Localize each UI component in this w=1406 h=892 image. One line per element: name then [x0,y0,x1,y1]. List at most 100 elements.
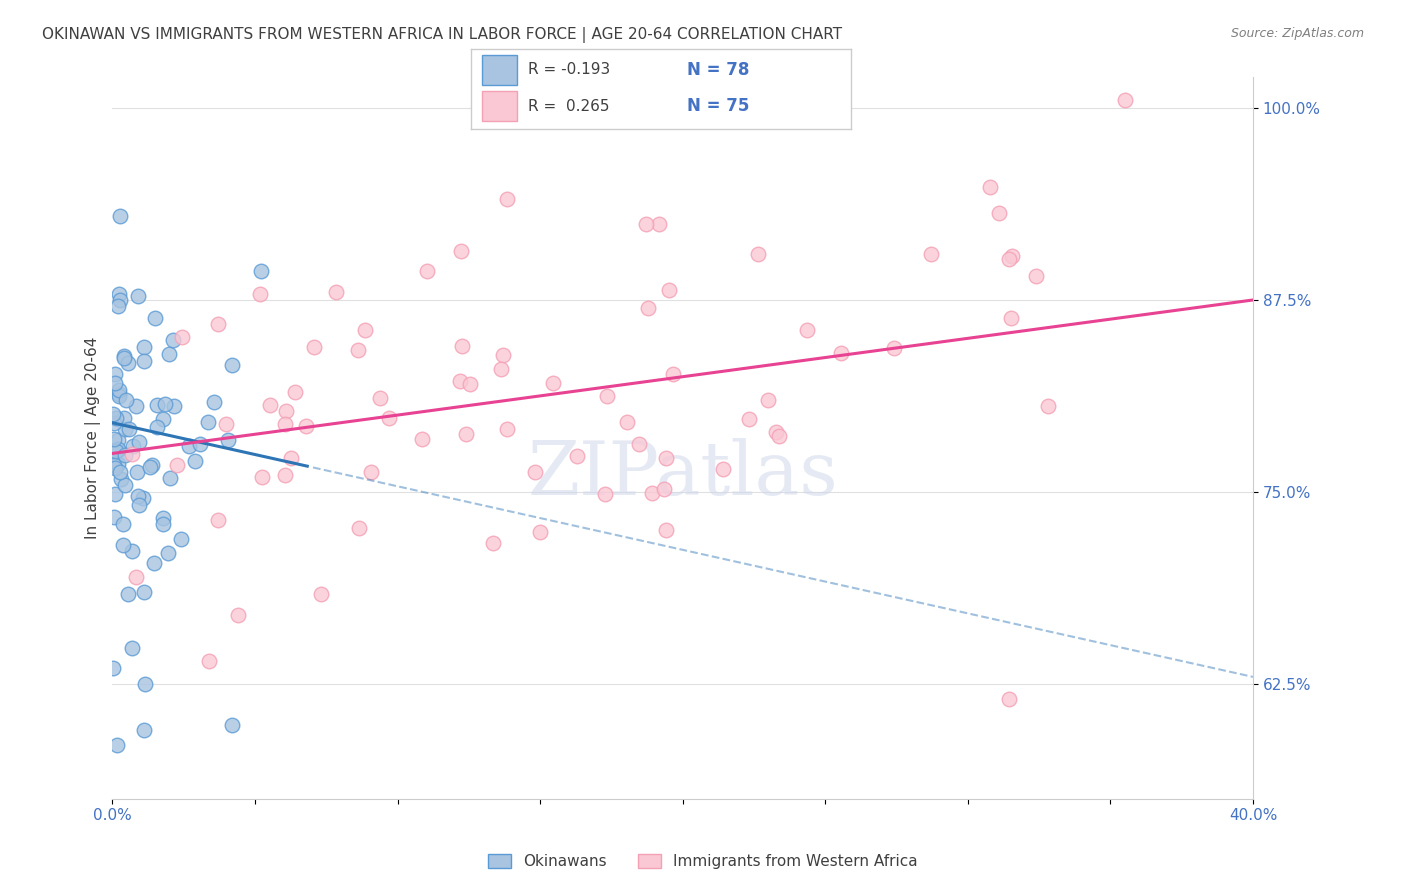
Immigrants from Western Africa [641,485,664,500]
Okinawans [114,477,136,491]
Okinawans [108,389,131,403]
Immigrants from Western Africa [450,244,472,258]
Okinawans [217,434,239,448]
Immigrants from Western Africa [747,247,769,261]
Immigrants from Western Africa [1001,249,1024,263]
Immigrants from Western Africa [250,469,273,483]
Immigrants from Western Africa [496,192,519,206]
Okinawans [103,433,125,447]
Immigrants from Western Africa [259,399,281,413]
Okinawans [157,346,180,360]
Immigrants from Western Africa [125,570,148,584]
Okinawans [127,489,149,503]
Text: R = -0.193: R = -0.193 [529,62,610,78]
Okinawans [221,358,243,372]
Immigrants from Western Africa [637,301,659,315]
Okinawans [162,333,184,347]
Immigrants from Western Africa [1036,399,1059,413]
Immigrants from Western Africa [655,523,678,537]
Immigrants from Western Africa [616,415,638,429]
Immigrants from Western Africa [765,425,787,440]
Okinawans [170,532,193,546]
Legend: Okinawans, Immigrants from Western Africa: Okinawans, Immigrants from Western Afric… [482,848,924,875]
Okinawans [118,422,141,436]
Immigrants from Western Africa [496,422,519,436]
Text: N = 78: N = 78 [688,61,749,78]
Immigrants from Western Africa [662,367,685,381]
Immigrants from Western Africa [249,287,271,301]
Immigrants from Western Africa [541,376,564,391]
Okinawans [141,458,163,472]
Okinawans [132,340,155,354]
Immigrants from Western Africa [166,458,188,472]
Okinawans [138,459,160,474]
Immigrants from Western Africa [711,461,734,475]
Okinawans [107,458,129,472]
Okinawans [107,442,129,457]
Okinawans [143,556,166,570]
Immigrants from Western Africa [378,410,401,425]
Okinawans [197,416,219,430]
Okinawans [104,376,127,391]
Okinawans [146,420,169,434]
Immigrants from Western Africa [274,468,297,483]
Immigrants from Western Africa [273,417,295,431]
Immigrants from Western Africa [627,437,650,451]
Immigrants from Western Africa [796,323,818,337]
Okinawans [115,393,138,408]
Okinawans [143,310,166,325]
Okinawans [117,356,139,370]
Okinawans [134,723,156,737]
Immigrants from Western Africa [280,450,302,465]
Okinawans [183,454,205,468]
Okinawans [110,472,132,486]
Immigrants from Western Africa [738,411,761,425]
Bar [482,91,516,121]
Immigrants from Western Africa [652,482,675,496]
Okinawans [122,439,145,453]
Okinawans [101,661,124,675]
Okinawans [125,399,148,413]
Okinawans [117,587,139,601]
Okinawans [108,293,131,307]
Okinawans [121,641,143,656]
Okinawans [156,546,179,560]
Okinawans [159,471,181,485]
Okinawans [103,416,125,430]
Okinawans [108,210,131,224]
Okinawans [105,738,128,752]
Immigrants from Western Africa [207,513,229,527]
Okinawans [107,443,129,458]
Immigrants from Western Africa [360,465,382,479]
Immigrants from Western Africa [198,654,221,668]
Okinawans [107,298,129,312]
Immigrants from Western Africa [411,432,433,446]
Okinawans [108,465,131,479]
Immigrants from Western Africa [347,343,370,358]
Immigrants from Western Africa [215,417,238,432]
Okinawans [128,435,150,450]
Text: Source: ZipAtlas.com: Source: ZipAtlas.com [1230,27,1364,40]
Immigrants from Western Africa [489,362,512,376]
Immigrants from Western Africa [294,419,316,434]
Okinawans [127,289,149,303]
Immigrants from Western Africa [523,465,546,479]
Immigrants from Western Africa [370,391,392,405]
Immigrants from Western Africa [274,403,297,417]
Immigrants from Western Africa [529,524,551,539]
Immigrants from Western Africa [325,285,347,299]
Immigrants from Western Africa [302,340,325,354]
Immigrants from Western Africa [1114,94,1136,108]
Text: R =  0.265: R = 0.265 [529,98,609,113]
Immigrants from Western Africa [309,587,332,601]
Okinawans [179,439,201,453]
Immigrants from Western Africa [492,347,515,361]
Immigrants from Western Africa [1025,268,1047,283]
Okinawans [107,433,129,447]
Okinawans [162,399,184,413]
Okinawans [108,386,131,401]
Okinawans [134,676,156,690]
Okinawans [132,354,155,368]
Immigrants from Western Africa [454,427,477,442]
Okinawans [114,448,136,462]
